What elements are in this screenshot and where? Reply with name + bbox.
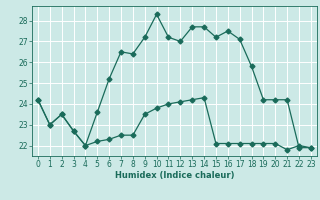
X-axis label: Humidex (Indice chaleur): Humidex (Indice chaleur) <box>115 171 234 180</box>
